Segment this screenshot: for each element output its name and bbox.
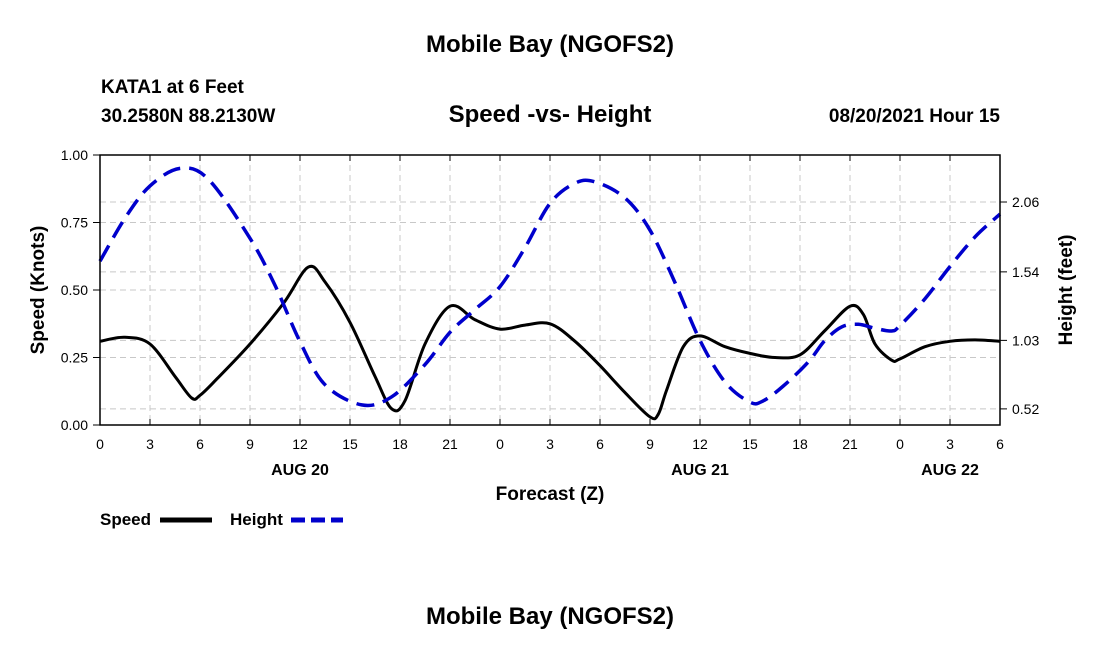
series-line-speed — [99, 264, 1001, 421]
axis-ticks: 0 3 6 9 12 15 18 21 0 3 6 9 12 15 18 21 0 3 6 AUG 20 AUG 21 A… — [61, 147, 1040, 479]
y-tick-label: 0.50 — [61, 282, 88, 298]
y2-tick-label: 2.06 — [1012, 194, 1039, 210]
x-tick-label: 18 — [792, 436, 808, 452]
station-label: KATA1 at 6 Feet — [101, 77, 244, 98]
x-tick-label: 3 — [546, 436, 554, 452]
x-tick-label: 0 — [96, 436, 104, 452]
footer-title: Mobile Bay (NGOFS2) — [425, 603, 675, 630]
grid-lines — [100, 155, 1000, 425]
x-tick-label: 9 — [246, 436, 254, 452]
page-title: Mobile Bay (NGOFS2) — [425, 31, 675, 58]
x-axis-label: Forecast (Z) — [496, 484, 605, 505]
x-tick-label: 12 — [292, 436, 308, 452]
series-line-height — [98, 166, 1002, 408]
x-tick-label: 0 — [496, 436, 504, 452]
x-tick-label: 3 — [946, 436, 954, 452]
legend-height-label: Height — [230, 510, 283, 529]
x-tick-label: 6 — [596, 436, 604, 452]
x-tick-label: 21 — [442, 436, 458, 452]
x-tick-label: 21 — [842, 436, 858, 452]
series-layer — [98, 166, 1002, 421]
date-label: AUG 22 — [921, 462, 979, 479]
legend: Speed Height — [100, 510, 343, 529]
legend-speed-label: Speed — [100, 510, 151, 529]
x-tick-label: 18 — [392, 436, 408, 452]
y2-tick-label: 1.03 — [1012, 332, 1039, 348]
date-label: AUG 21 — [671, 462, 729, 479]
y2-axis-label: Height (feet) — [1056, 235, 1077, 346]
x-tick-label: 3 — [146, 436, 154, 452]
y2-tick-label: 0.52 — [1012, 401, 1039, 417]
y-axis-label: Speed (Knots) — [28, 226, 49, 355]
y-tick-label: 1.00 — [61, 147, 88, 163]
forecast-datetime: 08/20/2021 Hour 15 — [828, 106, 1000, 127]
date-label: AUG 20 — [271, 462, 329, 479]
x-tick-label: 12 — [692, 436, 708, 452]
x-tick-label: 9 — [646, 436, 654, 452]
x-tick-label: 0 — [896, 436, 904, 452]
y-tick-label: 0.75 — [61, 215, 88, 231]
chart-subtitle: Speed -vs- Height — [448, 101, 652, 128]
x-tick-label: 6 — [196, 436, 204, 452]
x-tick-label: 15 — [742, 436, 758, 452]
y-tick-label: 0.25 — [61, 350, 88, 366]
x-tick-label: 6 — [996, 436, 1004, 452]
x-tick-label: 15 — [342, 436, 358, 452]
station-coords: 30.2580N 88.2130W — [101, 106, 276, 127]
y2-tick-label: 1.54 — [1012, 264, 1039, 280]
y-tick-label: 0.00 — [61, 417, 88, 433]
